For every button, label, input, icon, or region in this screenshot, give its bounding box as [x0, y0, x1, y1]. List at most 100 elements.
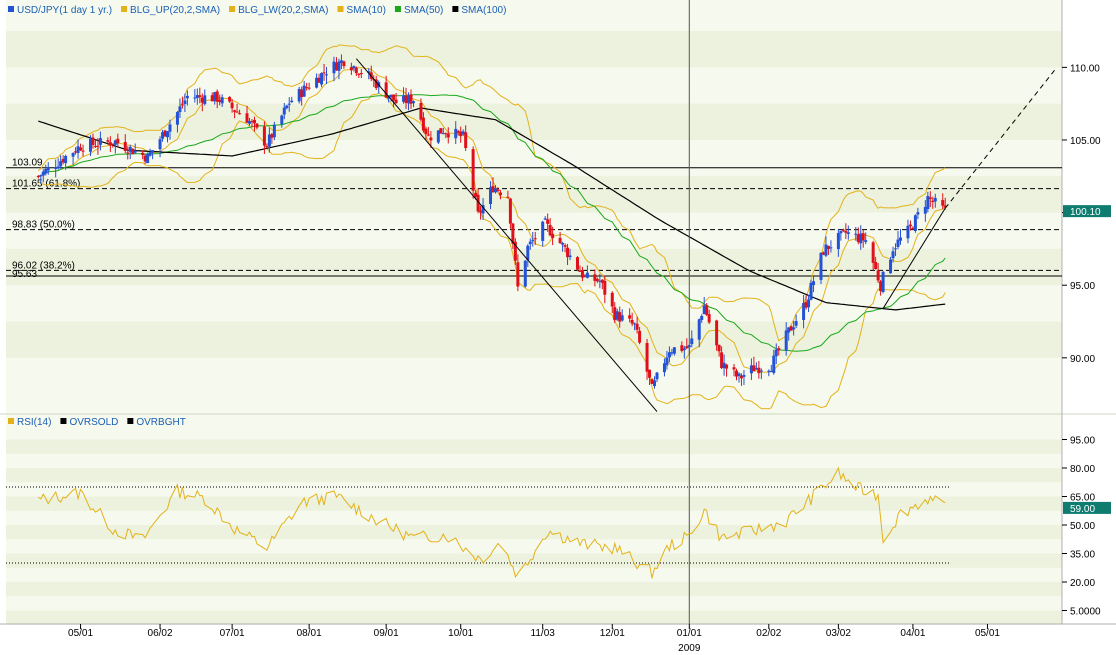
candle-body	[325, 74, 329, 76]
candle-body	[143, 155, 147, 162]
current-rsi-badge	[1063, 501, 1111, 514]
candle-body	[287, 103, 291, 105]
candle-body	[757, 367, 761, 374]
candle-body	[426, 134, 430, 136]
candle-body	[667, 352, 671, 358]
candle-body	[628, 315, 632, 319]
candle-body	[941, 200, 945, 206]
candle-body	[635, 323, 639, 330]
candle-body	[871, 242, 875, 263]
legend-swatch	[337, 6, 344, 12]
candle-body	[489, 187, 493, 204]
candle-body	[923, 206, 927, 214]
candle-body	[498, 192, 502, 196]
candle-body	[670, 352, 674, 354]
candle-body	[916, 212, 920, 215]
rsi-tick-label: 80.00	[1070, 464, 1095, 475]
candle-body	[297, 88, 301, 102]
candle-body	[824, 244, 828, 256]
candle-body	[943, 205, 947, 208]
candle-body	[111, 143, 115, 145]
candle-body	[600, 279, 604, 283]
rsi-band	[6, 496, 1062, 511]
candle-body	[357, 73, 361, 75]
candle-body	[702, 305, 706, 315]
rsi-tick-label: 50.00	[1070, 521, 1095, 532]
time-tick-label: 08/01	[297, 628, 322, 639]
candle-body	[630, 319, 634, 324]
candle-body	[248, 121, 252, 124]
candle-body	[690, 338, 694, 345]
legend-swatch	[121, 6, 128, 12]
time-tick-label: 11/03	[531, 628, 556, 639]
candle-body	[861, 233, 865, 241]
candle-body	[41, 171, 45, 176]
candle-body	[839, 230, 843, 234]
candle-body	[96, 145, 100, 147]
candle-body	[128, 146, 132, 152]
candle-body	[653, 380, 657, 387]
candle-body	[98, 138, 102, 145]
legend-label: BLG_LW(20,2,SMA)	[238, 5, 328, 16]
candle-body	[210, 95, 214, 102]
year-label: 2009	[678, 643, 701, 654]
current-rsi-label: 59.00	[1070, 504, 1095, 515]
candle-body	[583, 276, 587, 278]
candle-body	[81, 150, 85, 152]
time-tick-label: 07/01	[220, 628, 245, 639]
candle-body	[548, 225, 552, 236]
candle-body	[913, 215, 917, 231]
candle-body	[844, 230, 848, 233]
candle-body	[218, 99, 222, 102]
candle-body	[113, 140, 117, 145]
candle-body	[516, 262, 520, 287]
legend-swatch	[8, 6, 14, 12]
candle-body	[769, 371, 773, 373]
candle-body	[446, 133, 450, 138]
candle-body	[533, 238, 537, 240]
candle-body	[874, 262, 878, 270]
candle-body	[411, 101, 415, 104]
candle-body	[106, 140, 110, 142]
candle-body	[561, 242, 565, 245]
time-tick-label: 05/01	[68, 628, 93, 639]
candle-body	[161, 132, 165, 139]
candle-body	[300, 89, 304, 98]
candle-body	[493, 188, 497, 193]
candle-body	[454, 128, 458, 139]
candle-body	[317, 77, 321, 83]
rsi-tick-label: 5.0000	[1070, 607, 1101, 618]
candle-body	[252, 119, 256, 124]
candle-body	[819, 252, 823, 280]
candle-body	[807, 299, 811, 308]
sma50-line	[38, 94, 946, 352]
candle-body	[854, 233, 858, 235]
candle-body	[906, 225, 910, 239]
candle-body	[578, 270, 582, 272]
candle-body	[829, 247, 833, 249]
level-label: 96.02 (38.2%)	[12, 260, 75, 271]
candle-body	[650, 379, 654, 384]
candle-body	[672, 347, 676, 354]
candle-body	[74, 151, 78, 153]
candle-body	[79, 147, 83, 151]
candle-body	[896, 239, 900, 247]
candle-body	[290, 100, 294, 103]
candle-body	[926, 196, 930, 210]
rsi-band	[6, 468, 1062, 483]
candle-body	[389, 94, 393, 98]
candle-body	[752, 365, 756, 372]
candle-body	[543, 218, 547, 220]
candle-body	[846, 232, 850, 234]
candle-body	[739, 375, 743, 379]
candle-body	[585, 272, 589, 278]
candle-body	[116, 138, 120, 144]
legend-label: RSI(14)	[17, 417, 51, 428]
candle-body	[508, 198, 512, 224]
current-price-badge	[1063, 205, 1111, 218]
candle-body	[36, 176, 40, 178]
legend-swatch	[60, 418, 67, 424]
candle-body	[148, 152, 152, 156]
candle-body	[39, 175, 43, 177]
